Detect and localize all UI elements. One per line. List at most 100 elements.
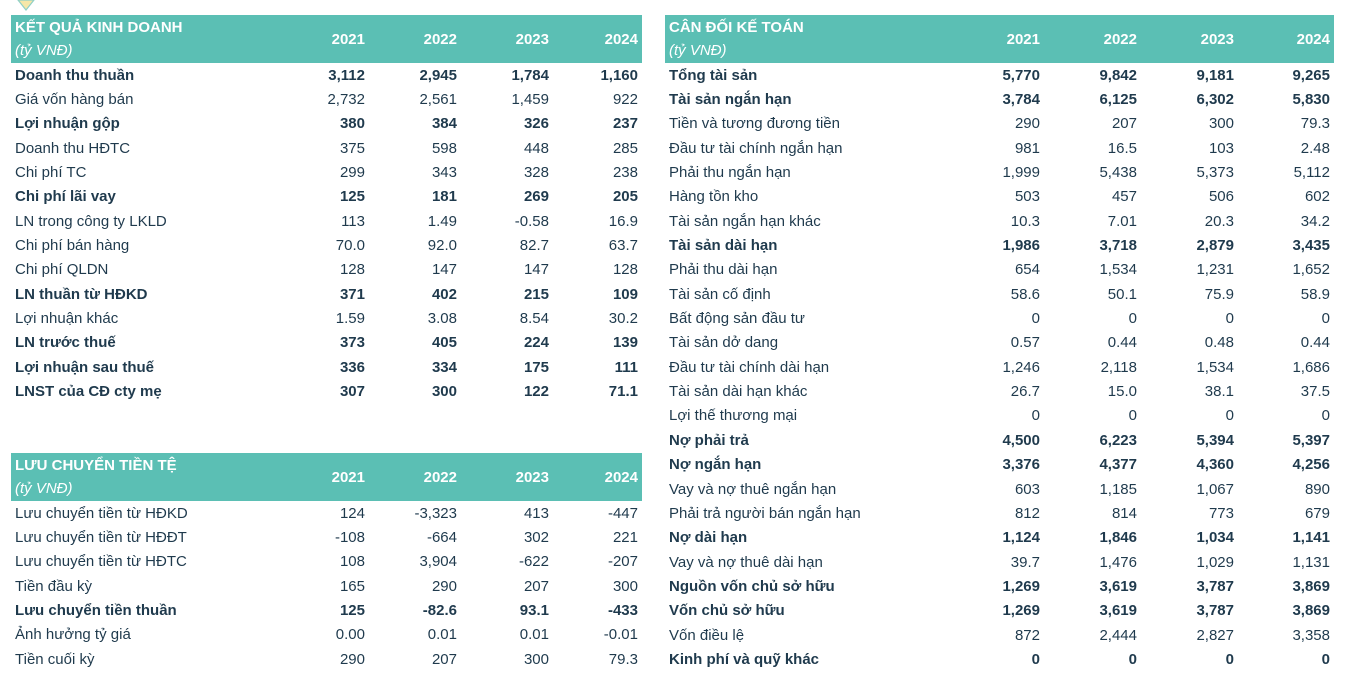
table-row: Lợi nhuận khác 1.59 3.08 8.54 30.2: [11, 306, 642, 330]
table-row: Doanh thu HĐTC 375 598 448 285: [11, 136, 642, 160]
year-header: 2023: [461, 15, 553, 63]
row-value: -108: [334, 529, 365, 547]
row-label: Nợ dài hạn: [669, 529, 748, 547]
row-value: 299: [339, 164, 365, 182]
row-label: Doanh thu thuần: [15, 66, 135, 84]
row-value: 205: [612, 188, 638, 206]
year-header: 2023: [1141, 15, 1238, 63]
row-label: Phải thu ngắn hạn: [669, 164, 791, 182]
row-value: 1,269: [1002, 602, 1040, 620]
row-value: 2,732: [327, 91, 365, 109]
row-value: 981: [1014, 139, 1040, 157]
row-value: 3,787: [1196, 602, 1234, 620]
row-value: 71.1: [608, 383, 638, 401]
row-value: 602: [1304, 188, 1330, 206]
row-value: 603: [1014, 480, 1040, 498]
row-value: 1,459: [511, 91, 549, 109]
row-value: -447: [607, 504, 638, 522]
row-label: Lưu chuyển tiền thuần: [15, 602, 177, 620]
table-row: Vay và nợ thuê dài hạn 39.7 1,476 1,029 1,13…: [665, 550, 1334, 574]
row-value: 3,784: [1002, 91, 1040, 109]
table-row: Kinh phí và quỹ khác 0 0 0 0: [665, 647, 1334, 671]
table-row: Lưu chuyển tiền từ HĐĐT -108 -664 302 221: [11, 525, 642, 549]
row-value: 0: [1128, 310, 1137, 328]
row-value: 50.1: [1107, 285, 1137, 303]
row-value: 0.44: [1300, 334, 1330, 352]
table-row: Hàng tồn kho 503 457 506 602: [665, 185, 1334, 209]
table-row: LN trong công ty LKLD 113 1.49 -0.58 16.9: [11, 209, 642, 233]
year-header: 2023: [461, 453, 553, 501]
row-value: 79.3: [608, 650, 638, 668]
row-value: 2,945: [419, 66, 457, 84]
row-value: 326: [523, 115, 549, 133]
row-value: 290: [431, 577, 457, 595]
table-row: Chi phí bán hàng 70.0 92.0 82.7 63.7: [11, 233, 642, 257]
row-value: 302: [523, 529, 549, 547]
row-value: 503: [1014, 188, 1040, 206]
table-row: Phải thu dài hạn 654 1,534 1,231 1,652: [665, 258, 1334, 282]
row-value: 0: [1225, 650, 1234, 668]
row-value: 1,067: [1196, 480, 1234, 498]
section-unit: (tỷ VNĐ): [15, 480, 73, 497]
table-row: Nguồn vốn chủ sở hữu 1,269 3,619 3,787 3,869: [665, 574, 1334, 598]
row-value: 598: [431, 139, 457, 157]
row-value: 139: [612, 334, 638, 352]
row-value: 3.08: [427, 310, 457, 328]
row-value: 307: [339, 383, 365, 401]
table-row: Tiền đầu kỳ 165 290 207 300: [11, 574, 642, 598]
row-value: 3,619: [1099, 602, 1137, 620]
table-row: Phải thu ngắn hạn 1,999 5,438 5,373 5,112: [665, 160, 1334, 184]
row-value: 1,784: [511, 66, 549, 84]
row-value: 812: [1014, 504, 1040, 522]
row-label: Vay và nợ thuê ngắn hạn: [669, 480, 837, 498]
row-value: -3,323: [414, 504, 457, 522]
row-value: 108: [339, 553, 365, 571]
row-value: 4,377: [1099, 456, 1137, 474]
row-value: 300: [1208, 115, 1234, 133]
row-value: 1,476: [1099, 553, 1137, 571]
row-value: 343: [431, 164, 457, 182]
row-value: 39.7: [1010, 553, 1040, 571]
row-value: 0.01: [519, 626, 549, 644]
row-label: Chi phí bán hàng: [15, 237, 130, 255]
section-title: CÂN ĐỐI KẾ TOÁN: [669, 19, 804, 36]
row-value: 26.7: [1010, 383, 1040, 401]
table-row: Lưu chuyển tiền từ HĐKD 124 -3,323 413 -447: [11, 501, 642, 525]
table-row: Ảnh hưởng tỷ giá 0.00 0.01 0.01 -0.01: [11, 623, 642, 647]
row-label: Lợi nhuận khác: [15, 310, 119, 328]
row-value: 165: [339, 577, 365, 595]
row-value: 1,246: [1002, 358, 1040, 376]
row-label: Tài sản dở dang: [669, 334, 779, 352]
row-value: 269: [523, 188, 549, 206]
row-label: Tiền và tương đương tiền: [669, 115, 840, 133]
row-value: 457: [1111, 188, 1137, 206]
row-value: 1,686: [1292, 358, 1330, 376]
row-value: 285: [612, 139, 638, 157]
row-value: 103: [1208, 139, 1234, 157]
row-value: 328: [523, 164, 549, 182]
row-label: LN trước thuế: [15, 334, 116, 352]
row-label: Chi phí lãi vay: [15, 188, 116, 206]
row-value: 3,376: [1002, 456, 1040, 474]
row-value: 0: [1128, 650, 1137, 668]
row-value: 1,124: [1002, 529, 1040, 547]
row-value: 124: [339, 504, 365, 522]
row-label: Giá vốn hàng bán: [15, 91, 134, 109]
row-value: 1,534: [1196, 358, 1234, 376]
row-value: 413: [523, 504, 549, 522]
row-value: 128: [339, 261, 365, 279]
section-title: LƯU CHUYỂN TIỀN TỆ: [15, 457, 177, 474]
income-statement-header: KẾT QUẢ KINH DOANH (tỷ VNĐ) 2021 2022 20…: [11, 15, 642, 63]
row-label: Vốn chủ sở hữu: [669, 602, 785, 620]
row-value: 175: [523, 358, 549, 376]
section-title: KẾT QUẢ KINH DOANH: [15, 19, 183, 36]
row-value: 5,397: [1292, 431, 1330, 449]
row-value: 3,787: [1196, 577, 1234, 595]
row-label: Nợ phải trả: [669, 431, 749, 449]
row-value: 128: [612, 261, 638, 279]
table-row: Lưu chuyển tiền thuần 125 -82.6 93.1 -433: [11, 598, 642, 622]
row-value: 1,269: [1002, 577, 1040, 595]
row-value: 109: [612, 285, 638, 303]
row-value: 2,118: [1100, 358, 1137, 376]
row-label: Lợi thế thương mại: [669, 407, 798, 425]
